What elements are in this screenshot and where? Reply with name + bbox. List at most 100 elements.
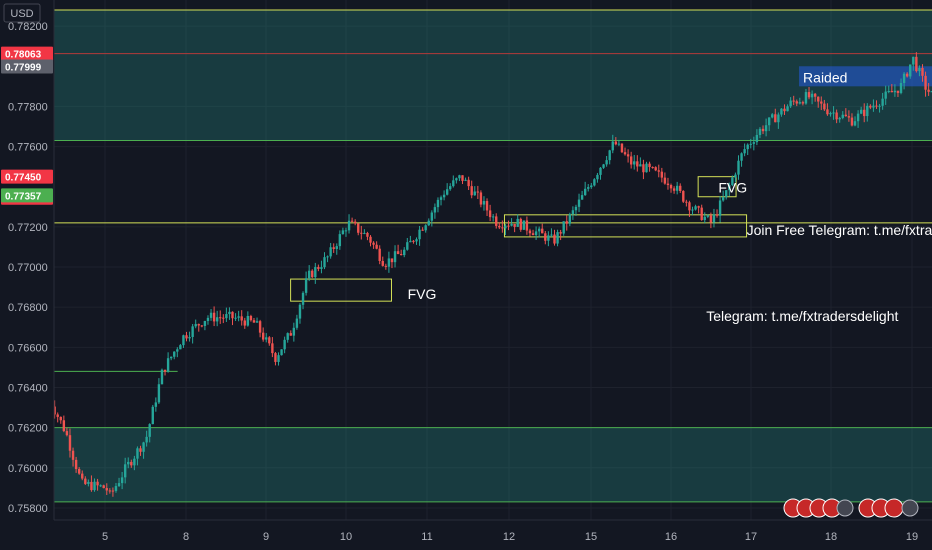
candle-body-172: [574, 206, 578, 211]
candle-body-199: [657, 170, 660, 172]
candle-body-188: [623, 152, 627, 155]
candle-body-165: [553, 234, 556, 244]
candle-body-99: [350, 220, 354, 222]
candle-body-142: [482, 201, 486, 205]
candle-body-226: [740, 153, 743, 161]
candle-body-217: [712, 214, 716, 223]
candle-body-71: [265, 337, 268, 340]
candle-body-244: [795, 101, 798, 104]
candle-body-73: [271, 343, 274, 354]
candle-body-63: [240, 316, 243, 321]
candle-body-149: [504, 225, 507, 229]
candle-body-3: [56, 414, 59, 417]
candle-body-286: [924, 75, 927, 90]
candle-body-245: [798, 102, 802, 104]
candle-body-154: [519, 218, 522, 230]
candle-body-148: [501, 227, 504, 229]
candle-body-214: [703, 216, 706, 221]
candle-body-218: [715, 214, 719, 216]
candle-body-90: [323, 257, 326, 268]
candle-body-187: [620, 143, 624, 153]
candle-body-145: [491, 216, 495, 218]
candle-body-2: [53, 406, 56, 415]
candle-body-206: [679, 185, 682, 191]
candle-body-39: [166, 358, 170, 372]
candle-body-121: [418, 229, 421, 240]
candle-body-192: [636, 161, 639, 167]
candle-body-251: [817, 96, 820, 102]
candle-body-180: [599, 167, 602, 175]
x-tick-label-10: 19: [906, 531, 918, 543]
candle-body-209: [688, 202, 691, 211]
candle-body-193: [639, 164, 642, 167]
y-tick-label-1: 0.77800: [8, 101, 48, 113]
currency-box: [3, 3, 41, 23]
x-tick-label-0: 5: [102, 531, 108, 543]
candle-body-195: [645, 163, 648, 173]
candle-body-213: [700, 207, 703, 221]
candle-body-267: [866, 105, 869, 117]
candle-body-120: [415, 239, 418, 242]
y-tick-label-7: 0.76400: [8, 382, 48, 394]
price-tag-label-0: 0.78063: [5, 50, 42, 61]
candle-body-8: [71, 450, 75, 460]
candle-body-250: [813, 93, 817, 97]
fvg-box-mid: [697, 176, 737, 198]
y-tick-label-6: 0.76600: [8, 342, 48, 354]
candle-body-91: [326, 256, 329, 258]
candle-body-46: [188, 336, 191, 339]
candle-body-236: [771, 114, 774, 118]
candle-body-127: [436, 199, 440, 208]
us-flag-icon-right[interactable]: [858, 498, 904, 518]
candle-body-10: [77, 469, 81, 474]
candle-body-150: [507, 225, 510, 227]
candle-body-176: [587, 187, 590, 189]
candle-body-140: [476, 191, 480, 193]
candle-body-75: [277, 355, 280, 362]
candle-body-115: [399, 254, 403, 256]
candle-body-112: [390, 258, 394, 263]
candle-body-44: [182, 335, 185, 346]
event-icons[interactable]: [783, 498, 919, 518]
candle-body-212: [697, 206, 700, 208]
y-axis[interactable]: USD 0.78200 0.77800 0.77600 0.77200 0.77000 0…: [0, 0, 55, 550]
bottom-zone: [54, 427, 932, 502]
candle-body-28: [133, 458, 136, 466]
y-tick-label-4: 0.77000: [8, 262, 48, 274]
annotation-fvg-mid: FVG: [718, 180, 747, 196]
candle-body-69: [258, 321, 262, 333]
candle-body-29: [136, 448, 139, 459]
candle-body-144: [488, 210, 492, 218]
candle-body-257: [835, 112, 838, 120]
candle-body-270: [875, 105, 878, 107]
candle-body-198: [654, 167, 657, 171]
candle-body-153: [516, 218, 519, 227]
candle-body-143: [485, 201, 489, 211]
candle-body-96: [341, 230, 345, 235]
candle-body-276: [893, 90, 897, 93]
candle-body-157: [528, 230, 532, 234]
earnings-icon-right[interactable]: [901, 499, 919, 517]
candle-body-66: [249, 315, 253, 321]
candle-body-54: [212, 312, 216, 322]
candle-body-163: [547, 235, 550, 241]
candle-body-284: [918, 67, 921, 72]
us-flag-icon-left[interactable]: [783, 498, 842, 518]
candle-body-19: [105, 488, 108, 491]
earnings-icon-left[interactable]: [836, 499, 854, 517]
candle-body-139: [473, 191, 476, 196]
candle-body-5: [62, 420, 66, 432]
candle-body-169: [565, 221, 568, 224]
candle-body-57: [222, 317, 225, 319]
candle-body-102: [360, 232, 363, 234]
candle-body-173: [577, 199, 581, 207]
candle-body-33: [148, 424, 151, 437]
x-axis[interactable]: 5 8 9 10 11 12 15 16 17 18 19: [54, 519, 932, 543]
candle-body-4: [59, 416, 62, 421]
x-tick-label-7: 16: [665, 531, 677, 543]
candle-body-159: [534, 231, 538, 236]
candle-body-183: [608, 150, 611, 161]
candle-body-179: [596, 174, 599, 180]
